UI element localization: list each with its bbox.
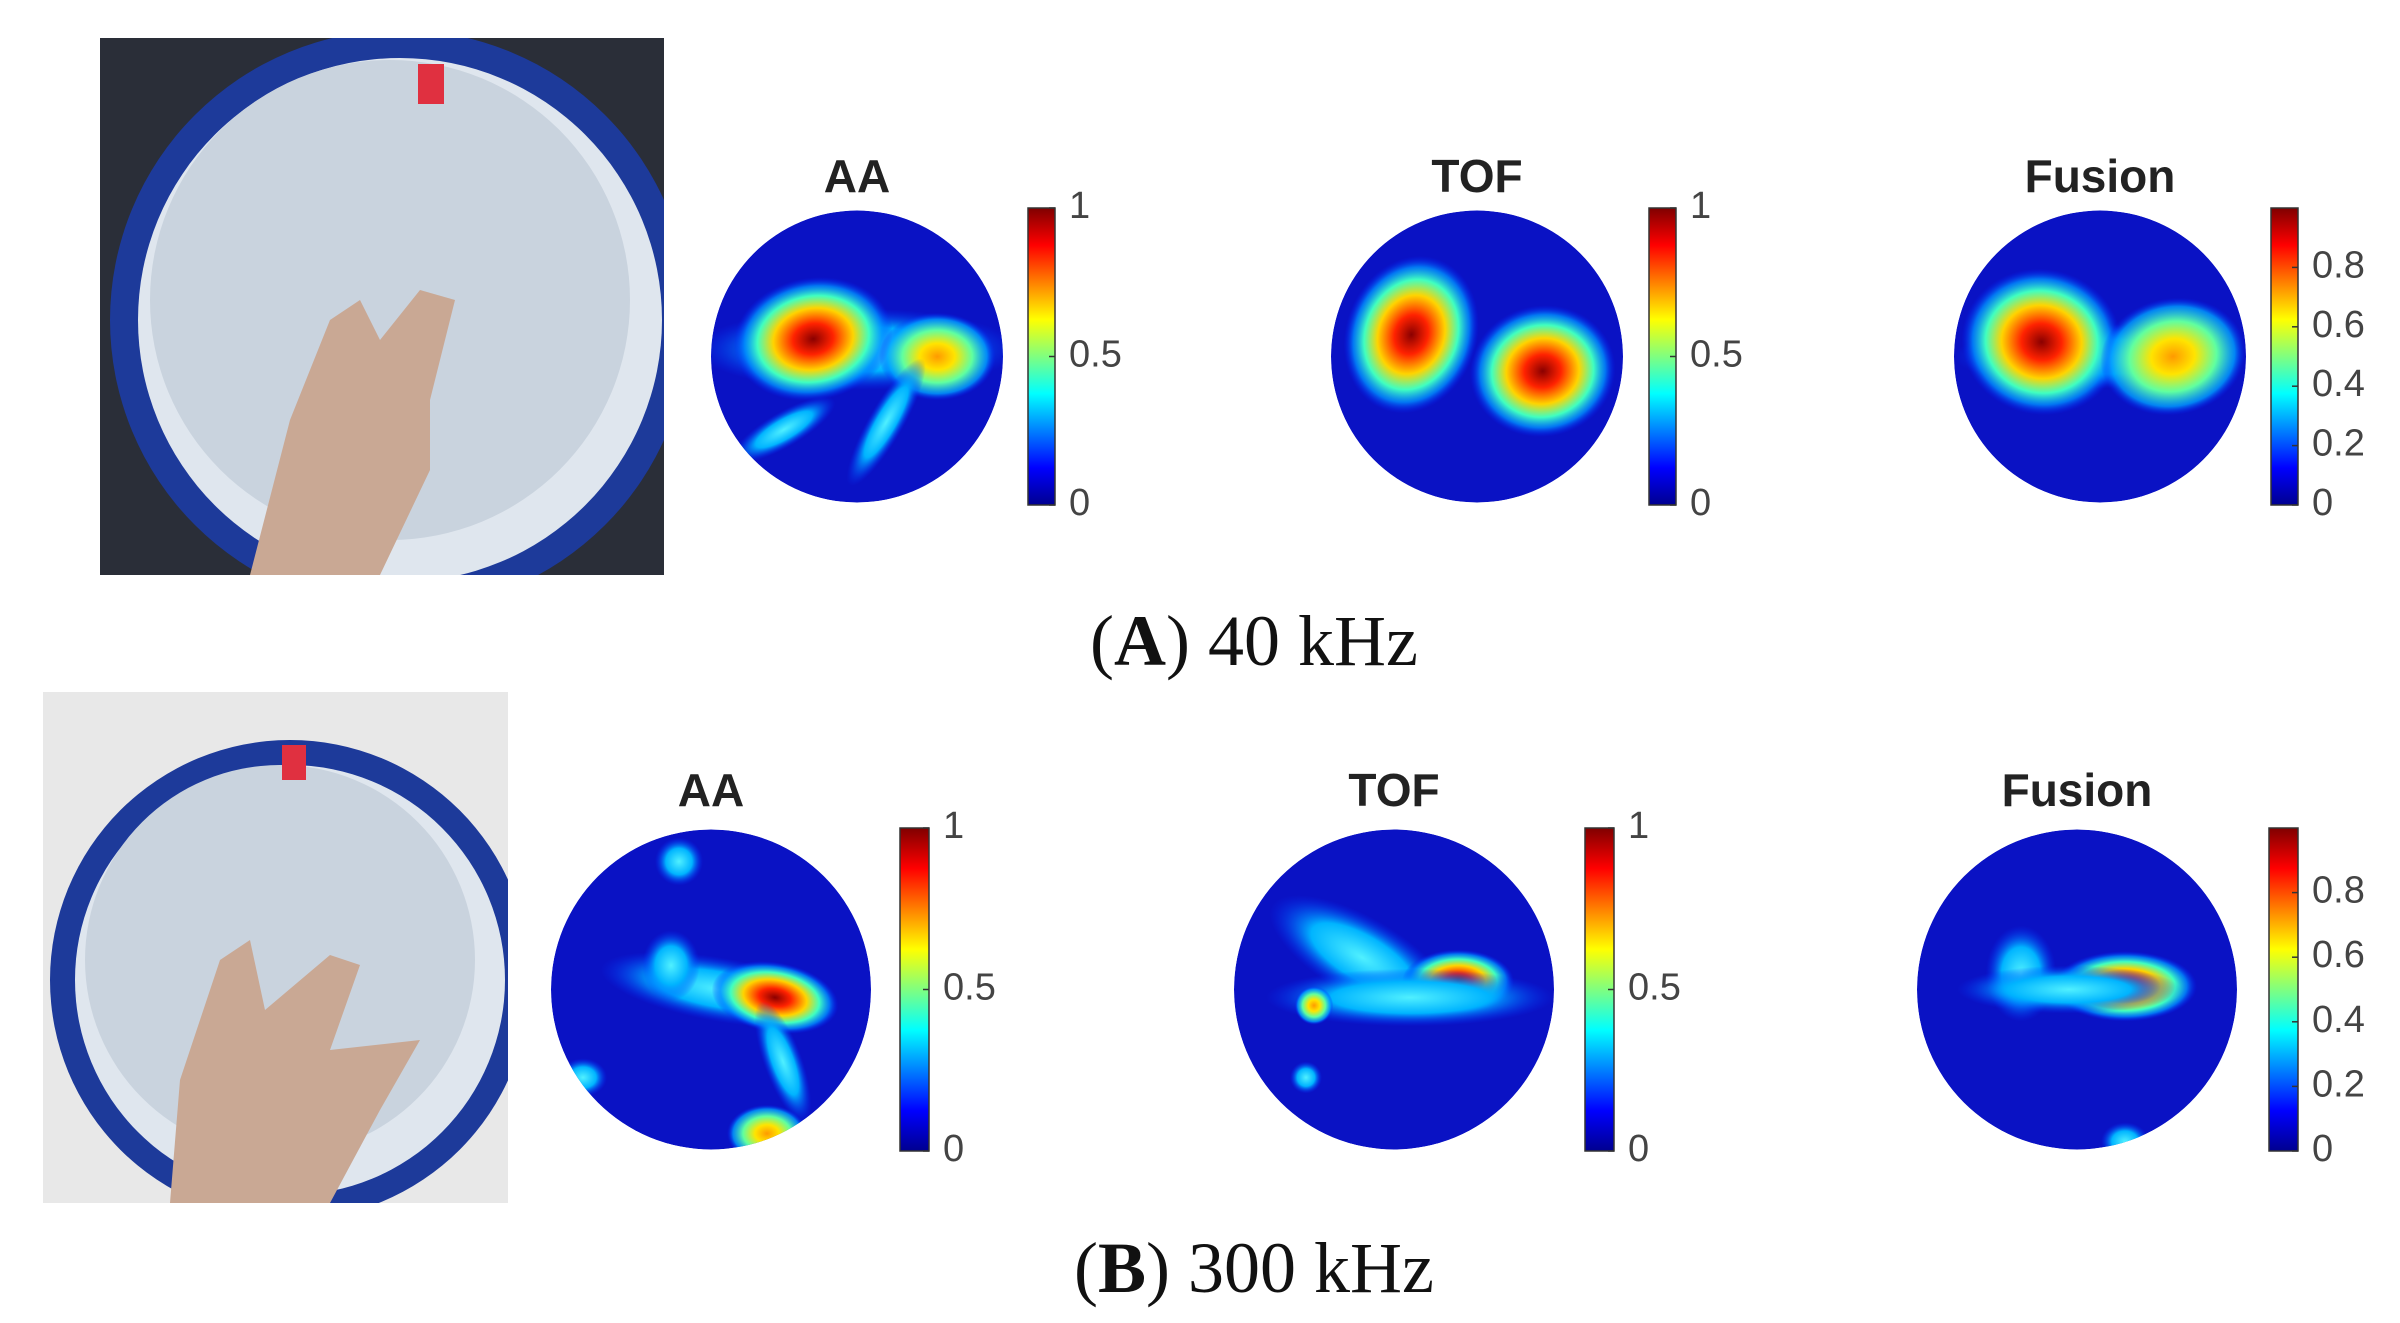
heatmap-title: TOF — [1431, 150, 1522, 202]
colorbar-tick-label: 0.4 — [2312, 999, 2365, 1041]
caption: (A) 40 kHz — [1090, 601, 1418, 681]
colorbar-tick-label: 0.2 — [2312, 1063, 2365, 1105]
heatmap-blob — [642, 930, 700, 1001]
heatmap-title: AA — [824, 150, 890, 202]
caption-open: ( — [1090, 601, 1114, 681]
heatmap — [551, 829, 871, 1150]
caption-label: B — [1098, 1228, 1146, 1308]
colorbar-tick-label: 0.2 — [2312, 423, 2365, 465]
heatmap-blob — [655, 837, 703, 886]
colorbar-tick-label: 0 — [943, 1128, 964, 1170]
colorbar — [2268, 827, 2299, 1152]
colorbar-tick-label: 0.5 — [1069, 334, 1122, 376]
heatmap-title: AA — [678, 764, 744, 816]
heatmap-blob — [733, 277, 893, 401]
photo-40khz — [100, 38, 664, 575]
heatmap-blob — [1266, 968, 1554, 1027]
heatmap-blob — [711, 961, 839, 1034]
colorbar-tick-label: 1 — [1628, 805, 1649, 847]
colorbar-tick-label: 0.5 — [943, 967, 996, 1009]
colorbar-tick-label: 0.6 — [2312, 934, 2365, 976]
caption: (B) 300 kHz — [1074, 1228, 1434, 1308]
colorbar-tick-label: 0.5 — [1690, 334, 1743, 376]
caption-label: A — [1114, 601, 1166, 681]
heatmap-blob — [754, 1001, 812, 1122]
colorbar-tick-label: 0 — [1069, 482, 1090, 524]
colorbar-tick-label: 0 — [1628, 1128, 1649, 1170]
colorbar — [2270, 207, 2299, 506]
heatmap — [1917, 829, 2237, 1150]
heatmap — [711, 210, 1003, 503]
caption-open: ( — [1074, 1228, 1098, 1308]
heatmap — [1234, 829, 1554, 1150]
colorbar-tick-label: 1 — [943, 805, 964, 847]
heatmap-blob — [732, 396, 836, 463]
caption-text: ) 300 kHz — [1146, 1228, 1434, 1308]
colorbar-tick-label: 1 — [1690, 185, 1711, 227]
heatmap-blob — [727, 1104, 807, 1150]
colorbar-tick-label: 0.5 — [1628, 967, 1681, 1009]
colorbar-tick-label: 0.4 — [2312, 363, 2365, 405]
heatmap-blob — [2101, 1122, 2149, 1150]
photo-300khz — [43, 692, 508, 1203]
heatmap-blob — [1469, 305, 1616, 438]
heatmap — [1954, 210, 2246, 503]
caption-text: ) 40 kHz — [1166, 601, 1418, 681]
colorbar-tick-label: 0.6 — [2312, 304, 2365, 346]
heatmap-blob — [1290, 1061, 1322, 1094]
heatmap-title: TOF — [1348, 764, 1439, 816]
colorbar-tick-label: 0.8 — [2312, 870, 2365, 912]
colorbar-tick-label: 1 — [1069, 185, 1090, 227]
heatmap-blob — [846, 358, 926, 487]
heatmap-blob — [559, 1058, 607, 1097]
heatmap-blob — [1961, 268, 2122, 416]
colorbar-tick-label: 0 — [1690, 482, 1711, 524]
heatmap-blob — [2100, 297, 2246, 416]
heatmap-title: Fusion — [2002, 764, 2153, 816]
colorbar-tick-label: 0 — [2312, 1128, 2333, 1170]
heatmap — [1331, 210, 1623, 503]
heatmap-title: Fusion — [2025, 150, 2176, 202]
heatmap-blob — [1343, 255, 1479, 414]
heatmap-blob — [1294, 986, 1334, 1025]
colorbar-tick-label: 0.8 — [2312, 244, 2365, 286]
colorbar-tick-label: 0 — [2312, 482, 2333, 524]
heatmap-blob — [1957, 965, 2181, 1014]
